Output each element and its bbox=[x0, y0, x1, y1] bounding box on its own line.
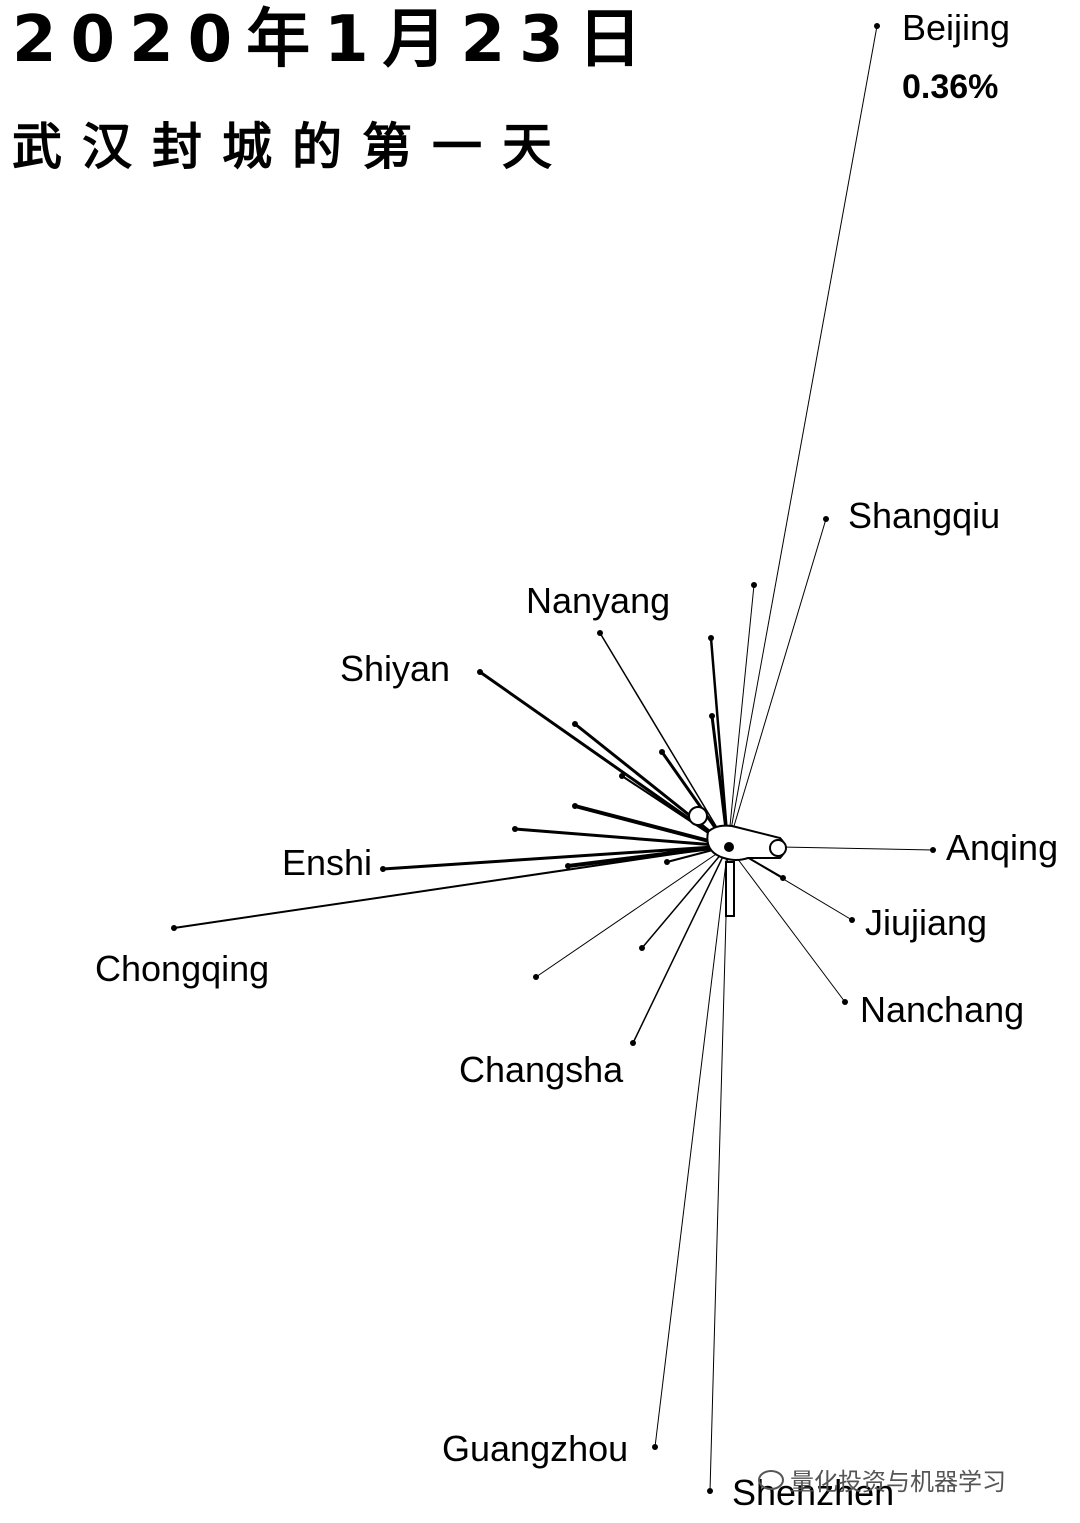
minor-flow-line-2 bbox=[710, 715, 730, 847]
watermark: 量化投资与机器学习 bbox=[758, 1462, 1006, 1497]
flow-dot-jiujiang bbox=[849, 917, 855, 923]
minor-flow-dot-1 bbox=[708, 635, 714, 641]
city-label-nanchang: Nanchang bbox=[860, 989, 1024, 1030]
flow-line-changsha bbox=[632, 845, 729, 1044]
flow-line-shiyan bbox=[479, 670, 729, 848]
minor-flow-dot-5 bbox=[572, 803, 578, 809]
minor-flow-dot-9 bbox=[639, 945, 645, 951]
city-label-chongqing: Chongqing bbox=[95, 948, 269, 989]
city-label-jiujiang: Jiujiang bbox=[865, 902, 987, 943]
city-label-shangqiu: Shangqiu bbox=[848, 495, 1000, 536]
flow-line-enshi bbox=[382, 844, 729, 871]
minor-flow-dot-7 bbox=[565, 863, 571, 869]
flow-line-guangzhou bbox=[654, 845, 729, 1448]
watermark-text: 量化投资与机器学习 bbox=[790, 1468, 1006, 1496]
wechat-icon bbox=[758, 1469, 784, 1490]
minor-flow-line-10 bbox=[535, 845, 729, 978]
flow-dot-beijing bbox=[874, 23, 880, 29]
subtitle: 武汉封城的第一天 bbox=[12, 118, 572, 176]
minor-flow-dot-6 bbox=[512, 826, 518, 832]
minor-flow-dot-3 bbox=[659, 749, 665, 755]
city-label-enshi: Enshi bbox=[282, 842, 372, 883]
minor-flow-dot-8 bbox=[664, 859, 670, 865]
minor-flow-line-5 bbox=[574, 804, 729, 848]
flow-dot-nanyang bbox=[597, 630, 603, 636]
minor-flow-line-0 bbox=[727, 584, 755, 847]
minor-flow-dot-0 bbox=[751, 582, 757, 588]
hub-node-small bbox=[688, 806, 708, 826]
flow-line-nanyang bbox=[599, 632, 729, 847]
date-title: 2020年1月23日 bbox=[12, 3, 656, 77]
flow-dot-shangqiu bbox=[823, 516, 829, 522]
wuhan-hub bbox=[688, 806, 787, 917]
minor-flow-dot-2 bbox=[709, 713, 715, 719]
flow-dot-enshi bbox=[380, 866, 386, 872]
flow-dot-anqing bbox=[930, 847, 936, 853]
flow-line-shangqiu bbox=[727, 518, 827, 847]
flow-line-shenzhen bbox=[709, 845, 729, 1492]
minor-flow-line-9 bbox=[641, 845, 729, 949]
flow-line-beijing bbox=[727, 25, 878, 847]
flow-line-chongqing bbox=[173, 845, 729, 929]
city-label-guangzhou: Guangzhou bbox=[442, 1428, 628, 1469]
city-label-beijing: Beijing bbox=[902, 7, 1010, 48]
minor-flow-line-6 bbox=[514, 827, 729, 848]
city-labels: Beijing Shangqiu Nanyang Shiyan Enshi Chongqi… bbox=[95, 7, 1058, 1513]
beijing-share-label: 0.36% bbox=[902, 68, 999, 106]
city-label-shiyan: Shiyan bbox=[340, 648, 450, 689]
wuhan-center-dot bbox=[724, 842, 734, 852]
hub-south-bar bbox=[725, 861, 735, 917]
city-label-anqing: Anqing bbox=[946, 827, 1058, 868]
flow-line-nanchang bbox=[727, 845, 846, 1003]
city-label-changsha: Changsha bbox=[459, 1049, 624, 1090]
flow-dot-chongqing bbox=[171, 925, 177, 931]
minor-flow-dot-4 bbox=[572, 721, 578, 727]
flow-dot-shiyan bbox=[477, 669, 483, 675]
flow-lines bbox=[171, 23, 936, 1494]
minor-flow-line-4 bbox=[574, 722, 729, 848]
city-label-nanyang: Nanyang bbox=[526, 580, 670, 621]
minor-flow-dot-10 bbox=[533, 974, 539, 980]
flow-dot-changsha bbox=[630, 1040, 636, 1046]
flow-dot-guangzhou bbox=[652, 1444, 658, 1450]
flow-dot-shenzhen bbox=[707, 1488, 713, 1494]
flow-dot-nanchang bbox=[842, 999, 848, 1005]
hub-node-east bbox=[769, 839, 787, 857]
